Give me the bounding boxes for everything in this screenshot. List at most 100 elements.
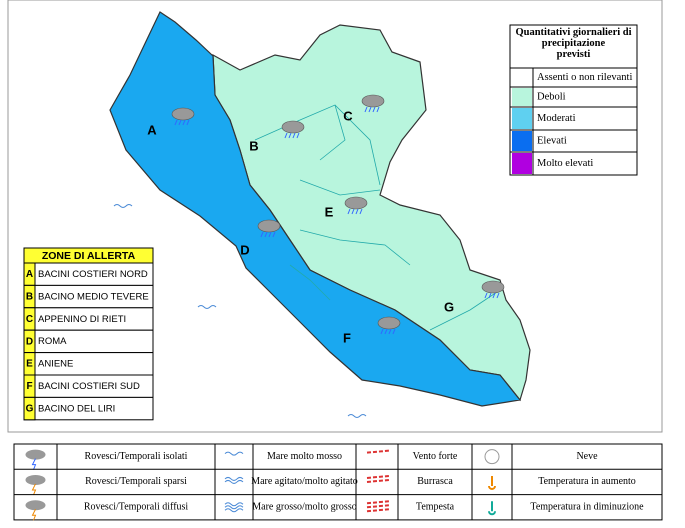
rain-drop <box>492 292 496 299</box>
rain-drop <box>268 231 272 238</box>
symbol-label: Rovesci/Temporali isolati <box>85 451 188 462</box>
symbol-label: Mare grosso/molto grosso <box>252 502 356 513</box>
sea-wave-icon <box>224 508 244 513</box>
precipitation-swatch <box>512 88 532 106</box>
sea-wave-icon <box>224 505 244 510</box>
rain-drop <box>296 132 300 139</box>
symbol-label: Mare agitato/molto agitato <box>251 476 358 487</box>
rain-drop <box>488 292 492 299</box>
symbol-label: Temperatura in diminuzione <box>530 502 644 513</box>
alert-code: A <box>26 269 33 280</box>
coastal-zones <box>109 11 522 407</box>
alert-code: B <box>26 292 33 303</box>
symbol-label: Tempesta <box>416 502 455 513</box>
zone-border <box>334 104 381 186</box>
symbol-legend-frame <box>13 443 663 521</box>
zone-label: G <box>444 299 454 314</box>
alert-table-title: ZONE DI ALLERTA <box>42 250 136 262</box>
map-frame <box>7 0 663 433</box>
rain-cloud-icon <box>361 94 385 108</box>
snow-icon <box>484 449 500 465</box>
sea-wave-icon <box>347 414 367 418</box>
sea-wave-icon <box>224 502 244 507</box>
rain-cloud-icon <box>344 196 368 210</box>
zone-label: A <box>147 122 157 137</box>
storm-icon <box>25 449 46 460</box>
symbol-label: Rovesci/Temporali diffusi <box>84 502 189 513</box>
symbol-label: Rovesci/Temporali sparsi <box>85 476 187 487</box>
rain-drop <box>355 208 359 215</box>
rain-drop <box>364 106 368 113</box>
alert-code: D <box>26 336 33 347</box>
rain-drop <box>351 208 355 215</box>
precipitation-label: Elevati <box>537 135 567 146</box>
zone-border <box>299 229 411 266</box>
rain-drop <box>496 292 500 299</box>
alert-code-cell <box>23 396 36 421</box>
alert-zone-name: BACINI COSTIERI SUD <box>38 381 140 392</box>
rain-drop <box>376 106 380 113</box>
symbol-label: Mare molto mosso <box>267 451 342 462</box>
rain-drop <box>347 208 351 215</box>
zone-label: C <box>343 108 353 123</box>
rain-drop <box>380 328 384 335</box>
symbol-label: Neve <box>576 451 598 462</box>
storm-icon <box>25 474 46 485</box>
rain-drop <box>384 328 388 335</box>
rain-drop <box>178 119 182 126</box>
alert-zone-name: BACINO DEL LIRI <box>38 403 115 414</box>
lightning-icon <box>31 509 37 521</box>
lightning-icon <box>31 483 37 496</box>
sea-wave-icon <box>197 305 217 309</box>
sea-wave-icon <box>224 479 244 484</box>
sea-wave-icon <box>224 476 244 481</box>
precipitation-legend-title: Quantitativi giornalieri di precipitazion… <box>515 27 631 60</box>
rain-drop <box>186 119 190 126</box>
wind-icon <box>366 474 390 479</box>
zone-border <box>289 264 331 301</box>
alert-code: E <box>26 359 33 370</box>
rain-cloud-icon <box>281 120 305 134</box>
alert-code: F <box>26 381 32 392</box>
symbol-label: Burrasca <box>417 476 453 487</box>
wind-icon <box>366 449 390 454</box>
rain-drop <box>182 119 186 126</box>
alert-zone-name: ANIENE <box>38 359 73 370</box>
alert-zone-name: BACINI COSTIERI NORD <box>38 269 148 280</box>
rain-drop <box>288 132 292 139</box>
zone-label: E <box>325 204 334 219</box>
wind-icon <box>366 504 390 509</box>
alert-code: C <box>26 314 33 325</box>
precipitation-swatch <box>512 108 532 129</box>
rain-drop <box>372 106 376 113</box>
precipitation-label: Moderati <box>537 113 576 124</box>
symbol-label: Vento forte <box>413 451 458 462</box>
precipitation-label: Molto elevati <box>537 158 593 169</box>
rain-drop <box>388 328 392 335</box>
wind-icon <box>366 478 390 483</box>
alert-zone-name: BACINO MEDIO TEVERE <box>38 291 149 302</box>
precipitation-swatch <box>512 153 532 174</box>
zone-label: F <box>343 330 351 345</box>
rain-drop <box>292 132 296 139</box>
zone-label: D <box>240 242 249 257</box>
storm-icon <box>25 500 46 511</box>
rain-cloud-icon <box>171 107 195 121</box>
rain-drop <box>260 231 264 238</box>
rain-drop <box>284 132 288 139</box>
temperature-icon <box>488 501 496 516</box>
rain-drop <box>484 292 488 299</box>
precipitation-swatch <box>512 69 532 86</box>
wind-icon <box>366 508 390 513</box>
rain-drop <box>272 231 276 238</box>
alert-zone-name: APPENINO DI RIETI <box>38 314 126 325</box>
lightning-icon <box>31 458 37 470</box>
rain-cloud-icon <box>377 316 401 330</box>
precipitation-label: Assenti o non rilevanti <box>537 72 632 83</box>
precipitation-swatch <box>512 131 532 151</box>
rain-drop <box>392 328 396 335</box>
zone-label: B <box>249 138 258 153</box>
rain-cloud-icon <box>257 219 281 233</box>
sea-wave-icon <box>224 451 244 456</box>
